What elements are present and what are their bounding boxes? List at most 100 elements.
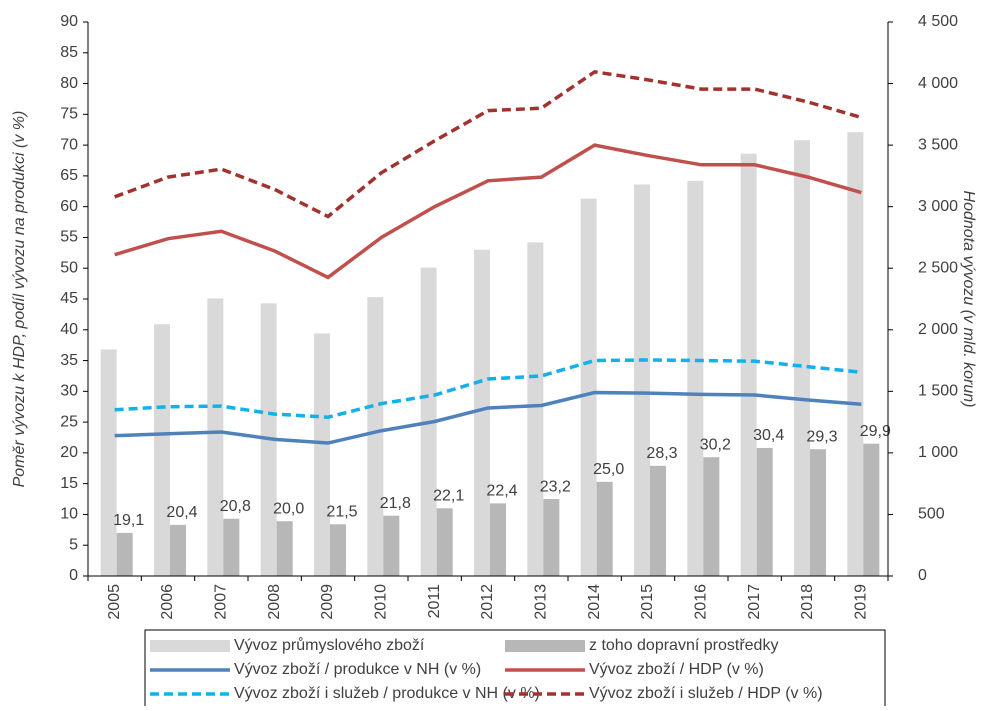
- y2-tick-label: 500: [918, 506, 945, 523]
- bar: [314, 333, 330, 576]
- y-tick-label: 60: [60, 198, 78, 215]
- y-tick-label: 90: [60, 13, 78, 30]
- bar: [170, 524, 186, 576]
- bar: [863, 443, 880, 576]
- data-label: 21,5: [326, 504, 357, 521]
- bar: [687, 180, 704, 576]
- data-label: 28,3: [646, 445, 677, 462]
- data-label: 20,0: [273, 500, 304, 517]
- legend-label: Vývoz průmyslového zboží: [234, 636, 425, 654]
- bar: [474, 249, 490, 576]
- bar: [810, 449, 826, 576]
- x-tick-label: 2016: [693, 584, 710, 620]
- bar: [703, 457, 720, 576]
- y-tick-label: 45: [60, 290, 78, 307]
- bar: [650, 465, 666, 576]
- bar: [527, 242, 544, 576]
- x-tick-label: 2018: [799, 584, 816, 620]
- y-tick-label: 25: [60, 413, 78, 430]
- x-tick-label: 2014: [586, 584, 603, 620]
- y-tick-label: 10: [60, 506, 78, 523]
- bar: [596, 481, 613, 576]
- legend-label: Vývoz zboží i služeb / HDP (v %): [589, 685, 823, 702]
- bar: [543, 499, 560, 576]
- y2-tick-label: 1 500: [918, 383, 958, 400]
- data-label: 19,1: [113, 512, 144, 529]
- data-label: 22,1: [433, 488, 464, 505]
- bar: [207, 298, 224, 576]
- line: [114, 143, 862, 280]
- y-tick-label: 20: [60, 444, 78, 461]
- bar: [367, 297, 384, 576]
- line: [114, 70, 862, 219]
- data-label: 30,2: [700, 436, 731, 453]
- bar: [116, 532, 133, 576]
- x-tick-label: 2007: [213, 584, 230, 620]
- bar: [276, 521, 293, 576]
- data-label: 30,4: [753, 427, 784, 444]
- y2-tick-label: 4 000: [918, 75, 958, 92]
- bar: [756, 447, 773, 576]
- legend-swatch: [505, 640, 585, 652]
- bar: [490, 503, 506, 576]
- data-label: 25,0: [593, 461, 624, 478]
- y-tick-label: 5: [69, 536, 78, 553]
- legend-swatch: [150, 640, 230, 652]
- x-tick-label: 2017: [746, 584, 763, 620]
- y-tick-label: 75: [60, 106, 78, 123]
- bar: [740, 153, 757, 576]
- y-tick-label: 30: [60, 383, 78, 400]
- legend-label: Vývoz zboží i služeb / produkce v NH (v …: [234, 685, 540, 702]
- data-label: 22,4: [486, 483, 517, 500]
- y2-axis-title: Hodnota vývozu (v mld. korun): [960, 191, 977, 408]
- y-tick-label: 0: [69, 567, 78, 584]
- legend-label: Vývoz zboží / HDP (v %): [589, 661, 764, 678]
- legend-label: Vývoz zboží / produkce v NH (v %): [234, 661, 481, 678]
- x-tick-label: 2005: [106, 584, 123, 620]
- x-tick-label: 2009: [319, 584, 336, 620]
- y-tick-label: 35: [60, 352, 78, 369]
- x-tick-label: 2013: [533, 584, 550, 620]
- y-tick-label: 80: [60, 75, 78, 92]
- bar: [223, 518, 240, 576]
- x-tick-label: 2010: [373, 584, 390, 620]
- x-tick-label: 2015: [639, 584, 656, 620]
- x-tick-label: 2006: [159, 584, 176, 620]
- y2-tick-label: 4 500: [918, 13, 958, 30]
- line: [114, 390, 862, 445]
- bar: [383, 515, 400, 576]
- data-label: 23,2: [540, 478, 571, 495]
- x-tick-label: 2008: [266, 584, 283, 620]
- y2-tick-label: 2 500: [918, 259, 958, 276]
- bar: [154, 324, 170, 576]
- data-label: 21,8: [380, 495, 411, 512]
- x-tick-label: 2011: [426, 584, 443, 619]
- y-tick-label: 50: [60, 259, 78, 276]
- legend-label: z toho dopravní prostředky: [589, 637, 778, 654]
- bar: [436, 508, 453, 576]
- y2-tick-label: 3 000: [918, 198, 958, 215]
- bar: [100, 349, 117, 576]
- data-label: 20,4: [166, 504, 197, 521]
- bar: [580, 198, 597, 577]
- bar: [847, 132, 864, 576]
- y-tick-label: 70: [60, 136, 78, 153]
- y-tick-label: 40: [60, 321, 78, 338]
- bar: [634, 184, 650, 577]
- y2-tick-label: 2 000: [918, 321, 958, 338]
- bar: [794, 140, 810, 577]
- bar: [330, 524, 346, 576]
- data-label: 20,8: [220, 498, 251, 515]
- y-tick-label: 15: [60, 475, 78, 492]
- line: [114, 358, 862, 419]
- y-tick-label: 85: [60, 44, 78, 61]
- x-tick-label: 2019: [853, 584, 870, 620]
- data-label: 29,9: [860, 423, 891, 440]
- y-axis-title: Poměr vývozu k HDP, podíl vývozu na prod…: [11, 111, 28, 488]
- y-tick-label: 55: [60, 229, 78, 246]
- y2-tick-label: 1 000: [918, 444, 958, 461]
- y2-tick-label: 3 500: [918, 136, 958, 153]
- data-label: 29,3: [806, 428, 837, 445]
- y2-tick-label: 0: [918, 567, 927, 584]
